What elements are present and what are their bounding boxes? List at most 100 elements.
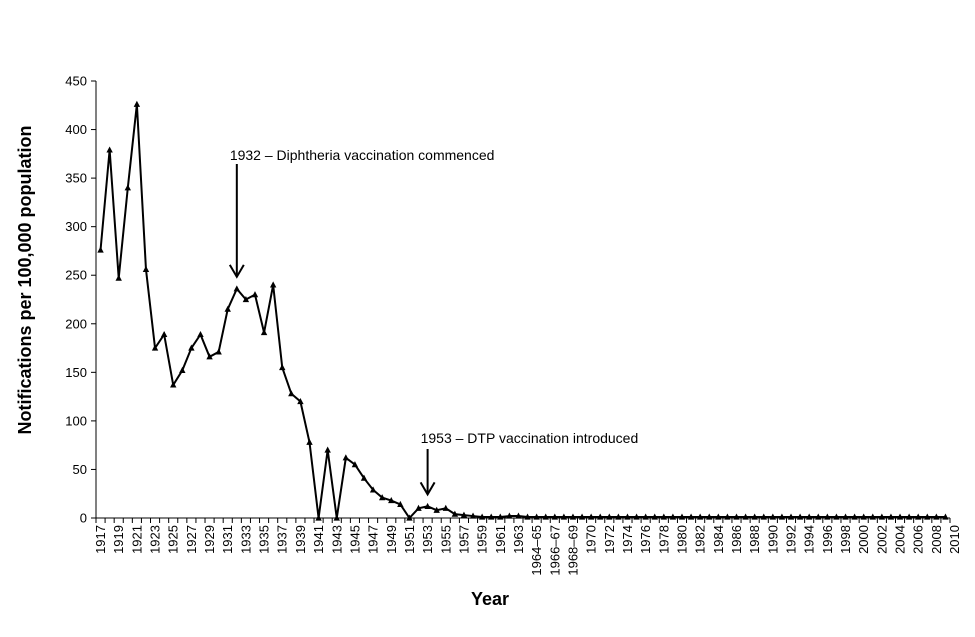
data-point — [297, 397, 304, 405]
x-tick-label: 1925 — [166, 525, 181, 554]
y-tick-label: 100 — [65, 413, 87, 428]
x-tick-label: 1941 — [311, 525, 326, 554]
x-tick-label: 1921 — [129, 525, 144, 554]
y-tick-label: 200 — [65, 316, 87, 331]
data-point — [751, 513, 758, 520]
data-point — [406, 514, 413, 521]
x-tick-label: 1953 — [420, 525, 435, 554]
data-point — [905, 513, 913, 520]
data-point — [733, 513, 740, 520]
data-point — [542, 513, 549, 520]
data-point — [942, 513, 949, 520]
data-point — [660, 513, 668, 520]
annotation-label: 1932 – Diphtheria vaccination commenced — [230, 147, 495, 163]
y-tick-label: 450 — [65, 74, 87, 89]
data-point — [842, 513, 849, 520]
data-point — [651, 513, 658, 520]
data-point — [597, 513, 604, 520]
data-point — [715, 513, 722, 520]
data-point — [824, 513, 831, 520]
y-tick-label: 150 — [65, 365, 87, 380]
x-tick-label: 1947 — [366, 525, 381, 554]
x-tick-label: 2006 — [911, 525, 926, 554]
data-point — [805, 513, 813, 520]
x-tick-label: 1984 — [711, 525, 726, 554]
annotation-label: 1953 – DTP vaccination introduced — [421, 430, 639, 446]
data-point — [388, 497, 395, 504]
x-tick-label: 1959 — [475, 525, 490, 554]
data-point — [279, 363, 286, 371]
x-tick-label: 1968–69 — [565, 525, 580, 576]
x-tick-label: 1988 — [747, 525, 762, 554]
data-point — [360, 474, 368, 481]
data-point — [133, 100, 141, 107]
y-tick-label: 250 — [65, 268, 87, 283]
annotation-arrow-head — [228, 264, 245, 279]
data-point — [151, 344, 159, 351]
data-point — [678, 513, 686, 520]
data-point — [451, 510, 459, 517]
data-point — [515, 512, 522, 519]
data-point — [642, 513, 649, 520]
x-tick-label: 2002 — [874, 525, 889, 554]
data-point — [878, 513, 886, 520]
y-tick-label: 0 — [80, 511, 87, 526]
x-tick-label: 1917 — [93, 525, 108, 554]
data-point — [206, 353, 213, 360]
data-point — [569, 513, 577, 520]
data-point — [124, 184, 131, 191]
data-point — [887, 513, 895, 520]
data-point — [260, 329, 268, 336]
data-point — [378, 494, 386, 501]
data-point — [224, 305, 231, 312]
x-tick-label: 1992 — [784, 525, 799, 554]
data-point — [778, 513, 786, 520]
x-tick-label: 2008 — [929, 525, 944, 554]
data-point — [415, 504, 422, 511]
data-point — [860, 513, 867, 520]
data-point — [351, 461, 359, 468]
x-tick-label: 1963 — [511, 525, 526, 554]
data-point — [433, 506, 440, 513]
data-point — [533, 513, 540, 520]
data-point — [696, 513, 704, 520]
x-tick-label: 1955 — [438, 525, 453, 554]
x-axis-title: Year — [471, 589, 509, 609]
x-tick-label: 1976 — [638, 525, 653, 554]
x-tick-label: 1923 — [148, 525, 163, 554]
annotation-arrow-head — [419, 481, 436, 497]
data-point — [742, 513, 749, 520]
x-tick-label: 1972 — [602, 525, 617, 554]
data-point — [142, 265, 150, 272]
x-tick-label: 1929 — [202, 525, 217, 554]
y-tick-label: 50 — [73, 462, 87, 477]
x-tick-label: 1978 — [656, 525, 671, 554]
data-point — [469, 512, 477, 519]
data-point — [851, 513, 858, 520]
x-tick-label: 2010 — [947, 525, 962, 554]
x-tick-label: 1951 — [402, 525, 417, 554]
data-point — [560, 513, 568, 520]
x-tick-label: 1994 — [802, 525, 817, 554]
data-point — [896, 513, 904, 520]
x-tick-label: 1966–67 — [547, 525, 562, 576]
data-point — [106, 146, 113, 153]
data-point — [924, 513, 931, 520]
data-point — [587, 513, 595, 520]
data-point — [188, 344, 195, 351]
y-tick-label: 350 — [65, 171, 87, 186]
data-point — [796, 513, 804, 520]
data-point-markers — [97, 100, 949, 521]
x-tick-label: 1939 — [293, 525, 308, 554]
data-point — [306, 438, 313, 445]
x-tick-label: 1970 — [584, 525, 599, 554]
data-point — [251, 291, 259, 298]
data-point — [324, 446, 331, 453]
x-tick-label: 1990 — [765, 525, 780, 554]
data-point — [933, 513, 940, 520]
data-point — [315, 514, 322, 521]
data-point — [269, 281, 277, 288]
x-tick-label: 1927 — [184, 525, 199, 554]
data-point — [687, 513, 695, 520]
